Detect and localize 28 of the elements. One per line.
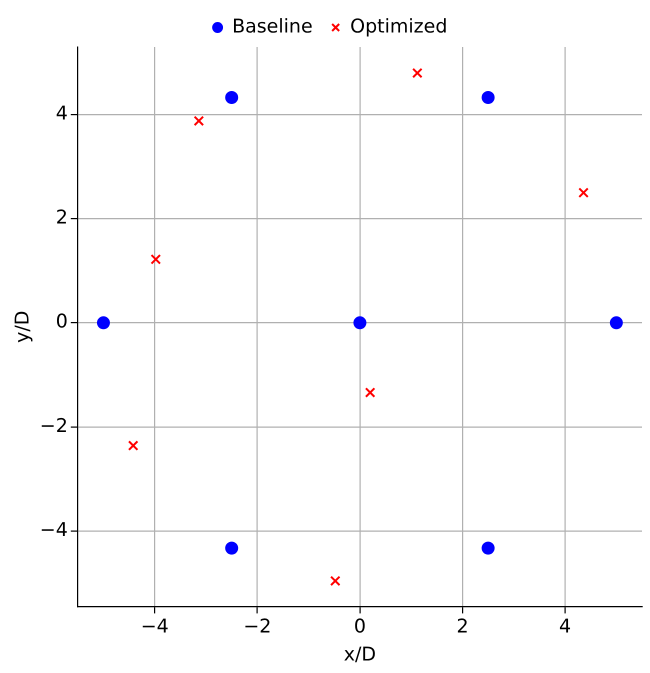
point xyxy=(150,254,162,265)
point xyxy=(128,440,138,451)
y-tick-label: −2 xyxy=(40,414,68,437)
y-tick-label: −4 xyxy=(40,518,68,541)
x-tick-label: 2 xyxy=(456,616,469,638)
point xyxy=(225,90,238,104)
point xyxy=(96,316,110,330)
y-tick-label: 2 xyxy=(56,206,68,229)
point xyxy=(225,542,238,555)
x-tick-label: −4 xyxy=(140,616,169,638)
y-tick-label: 0 xyxy=(56,310,68,333)
point xyxy=(610,316,623,330)
point xyxy=(330,576,341,586)
y-tick-label: 4 xyxy=(56,102,68,125)
x-axis-title: x/D xyxy=(344,644,376,666)
point xyxy=(412,68,423,78)
legend-label: Optimized xyxy=(350,15,448,38)
point xyxy=(194,116,204,126)
point xyxy=(364,387,376,398)
legend-label: Baseline xyxy=(232,15,313,38)
point xyxy=(482,90,495,104)
point xyxy=(482,542,495,555)
x-tick-label: −2 xyxy=(243,616,272,638)
x-tick-label: 0 xyxy=(354,616,366,638)
y-axis-title: y/D xyxy=(11,310,34,343)
point xyxy=(353,316,366,330)
x-tick-label: 4 xyxy=(559,616,572,638)
point xyxy=(578,187,589,198)
